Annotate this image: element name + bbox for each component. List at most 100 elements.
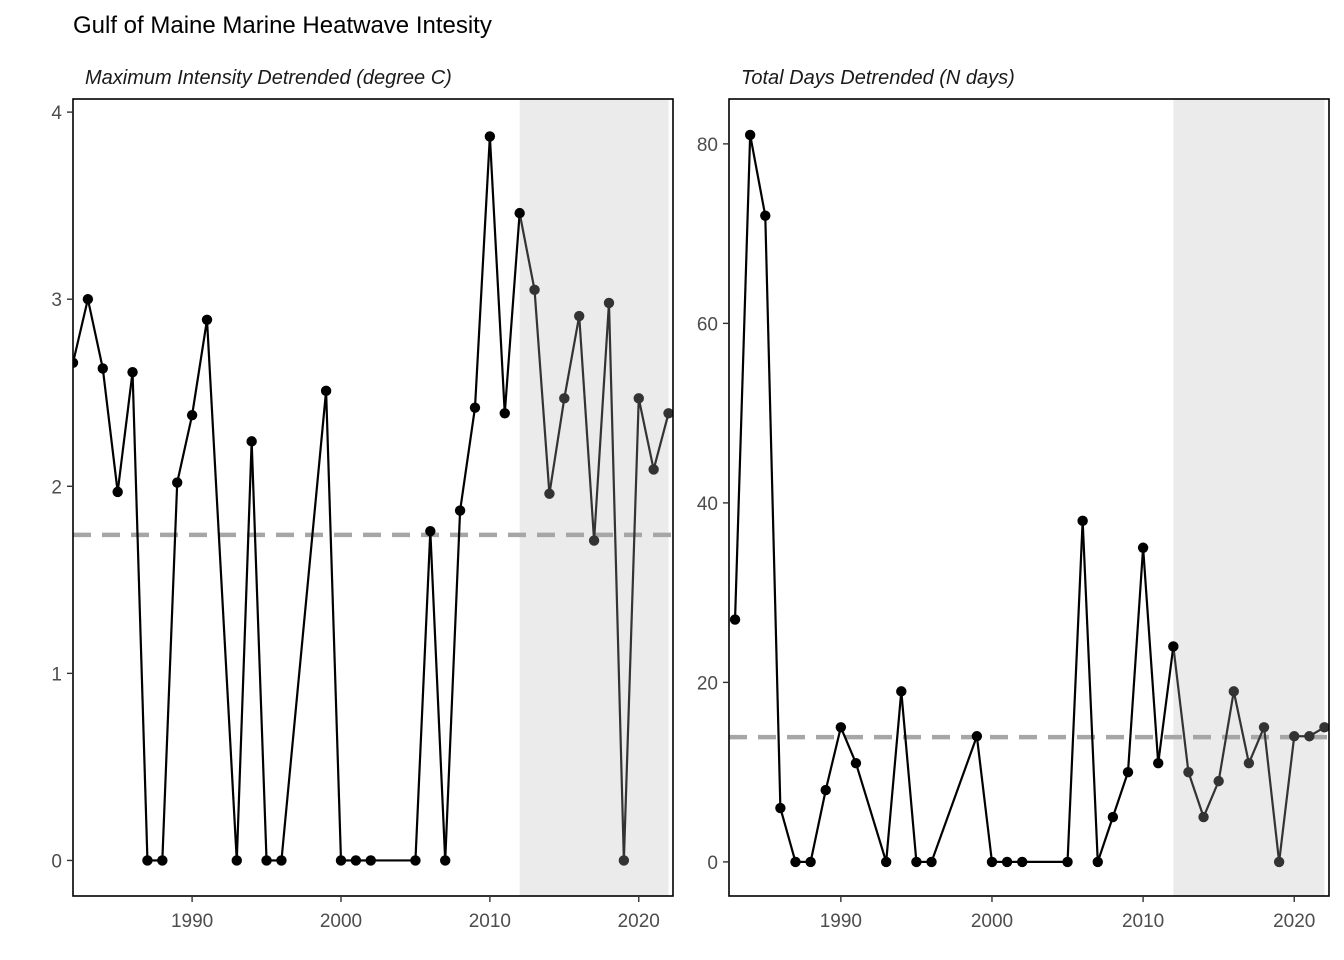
data-point bbox=[1319, 722, 1329, 733]
data-point bbox=[1243, 757, 1255, 769]
series-line-segment bbox=[1142, 547, 1160, 764]
panel-border bbox=[72, 98, 674, 897]
series-line-segment bbox=[578, 315, 596, 541]
data-point bbox=[454, 505, 466, 516]
series-line-segment bbox=[900, 691, 918, 862]
series-line-segment bbox=[1232, 691, 1250, 764]
data-point bbox=[633, 393, 644, 404]
series-line-segment bbox=[235, 441, 253, 861]
data-point bbox=[499, 408, 510, 419]
series-line-segment bbox=[176, 414, 194, 483]
data-point bbox=[82, 293, 94, 305]
data-point bbox=[97, 363, 108, 374]
series-line-segment bbox=[1096, 816, 1114, 863]
series-line-segment bbox=[86, 298, 104, 369]
data-point bbox=[1001, 856, 1013, 868]
data-point bbox=[514, 207, 525, 219]
data-point bbox=[926, 856, 937, 868]
y-tick-label: 20 bbox=[697, 673, 718, 694]
series-line-segment bbox=[488, 136, 506, 414]
series-line-segment bbox=[1157, 646, 1175, 764]
data-point bbox=[559, 393, 570, 404]
panel-total-days: Total Days Detrended (N days) 0 20 40 60 80 19… bbox=[697, 67, 1330, 932]
series-line-segment bbox=[885, 691, 903, 862]
data-point bbox=[1137, 542, 1149, 553]
series-line-segment bbox=[749, 134, 767, 216]
y-tick-label: 2 bbox=[51, 477, 62, 498]
data-point bbox=[896, 686, 907, 697]
series-line-segment bbox=[1066, 520, 1084, 862]
y-tick-label: 0 bbox=[707, 853, 718, 874]
series-line-segment bbox=[1111, 771, 1130, 818]
data-point bbox=[835, 722, 847, 733]
data-point bbox=[1213, 775, 1224, 787]
series-line-segment bbox=[518, 212, 536, 291]
data-point bbox=[744, 129, 756, 141]
y-tick-label: 40 bbox=[697, 494, 718, 515]
series-line-segment bbox=[764, 215, 782, 809]
series-line-segment bbox=[809, 789, 827, 863]
data-point bbox=[880, 856, 892, 868]
y-tick-label: 3 bbox=[51, 290, 62, 311]
plot-area bbox=[729, 99, 1329, 896]
data-point bbox=[729, 614, 741, 625]
series-line-segment bbox=[444, 510, 462, 861]
data-point bbox=[1289, 731, 1300, 742]
series-line-segment bbox=[250, 441, 268, 861]
series-line-segment bbox=[652, 413, 670, 470]
data-point bbox=[971, 731, 983, 742]
series-line-segment bbox=[854, 762, 888, 863]
data-point bbox=[172, 477, 183, 488]
series-line-segment bbox=[280, 390, 328, 861]
series-line-segment bbox=[503, 213, 521, 414]
series-line-segment bbox=[622, 398, 640, 861]
data-point bbox=[1168, 641, 1179, 652]
series-line-segment bbox=[459, 407, 477, 511]
series-line-segment bbox=[607, 302, 625, 861]
series-line-segment bbox=[73, 298, 89, 364]
y-tick-label: 60 bbox=[697, 314, 718, 335]
series-line-segment bbox=[1126, 547, 1145, 773]
data-point bbox=[574, 310, 585, 322]
series-line-segment bbox=[1202, 780, 1220, 818]
series-line-segment bbox=[1187, 771, 1205, 818]
y-tick-label: 4 bbox=[51, 103, 62, 124]
plot-area bbox=[73, 99, 673, 896]
data-point bbox=[760, 210, 771, 221]
series-line-segment bbox=[733, 134, 752, 620]
x-tick-label: 2020 bbox=[1273, 911, 1315, 932]
data-point bbox=[1183, 766, 1194, 778]
series-line-segment bbox=[116, 372, 134, 493]
y-tick-label: 80 bbox=[697, 135, 718, 156]
data-point bbox=[469, 402, 481, 413]
panel-title: Total Days Detrended (N days) bbox=[741, 67, 1015, 89]
series-line-segment bbox=[1278, 736, 1296, 863]
series-line-segment bbox=[779, 807, 797, 863]
series-line-segment bbox=[1247, 726, 1266, 764]
series-line-segment bbox=[414, 531, 432, 861]
series-line-segment bbox=[1172, 646, 1190, 773]
data-point bbox=[127, 366, 138, 378]
x-tick-label: 2000 bbox=[971, 911, 1013, 932]
data-point bbox=[231, 855, 242, 866]
data-point bbox=[350, 855, 362, 866]
data-point bbox=[911, 856, 922, 868]
data-point bbox=[775, 802, 786, 814]
data-point bbox=[1016, 856, 1028, 868]
data-point bbox=[425, 525, 436, 537]
data-point bbox=[1122, 766, 1134, 778]
data-point bbox=[850, 757, 862, 769]
series-line-segment bbox=[1217, 691, 1235, 782]
x-tick-label: 2010 bbox=[1122, 911, 1164, 932]
figure-title: Gulf of Maine Marine Heatwave Intesity bbox=[73, 12, 492, 39]
data-point bbox=[142, 855, 153, 866]
series-line-segment bbox=[131, 372, 149, 861]
series-line-segment bbox=[548, 398, 566, 494]
series-line-segment bbox=[191, 319, 209, 416]
x-tick-label: 2010 bbox=[469, 911, 511, 932]
data-point bbox=[73, 357, 79, 368]
series-line-segment bbox=[930, 735, 978, 863]
data-point bbox=[320, 385, 332, 397]
